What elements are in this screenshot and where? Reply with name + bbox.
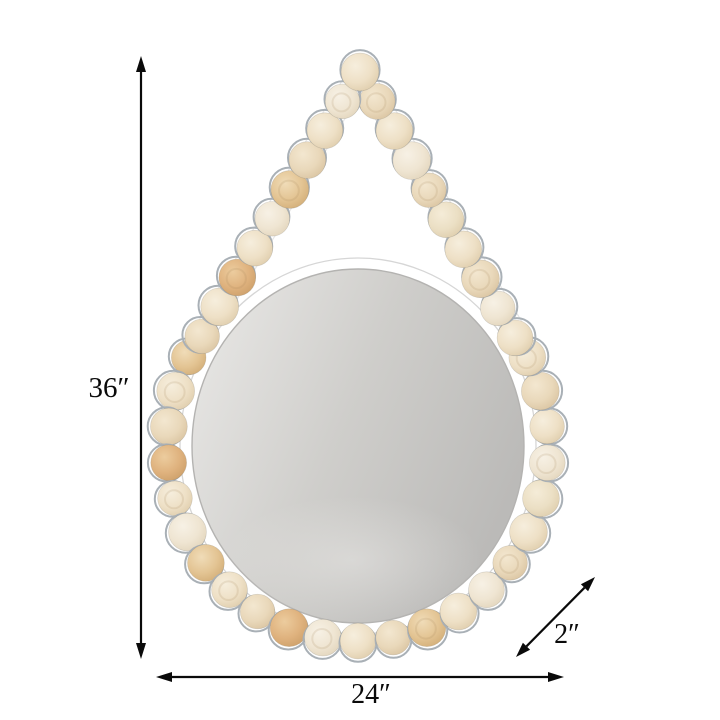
wood-bead <box>240 593 276 630</box>
bead-grain <box>365 92 387 113</box>
wood-bead <box>392 141 431 180</box>
arrow-upright-icon <box>580 577 595 592</box>
bead-grain <box>225 267 247 290</box>
wood-bead <box>306 112 344 149</box>
wood-bead <box>529 444 566 481</box>
wood-bead <box>184 318 220 354</box>
arrow-downleft-icon <box>516 642 531 657</box>
arrow-left-icon <box>156 672 172 682</box>
wood-bead <box>324 83 361 120</box>
height-dimension-label: 36″ <box>88 372 129 404</box>
wood-bead <box>150 444 187 481</box>
height-dimension-arrow <box>136 56 146 659</box>
depth-dimension-arrow <box>516 577 595 657</box>
wood-bead <box>270 170 310 209</box>
wood-bead <box>509 512 548 552</box>
wood-bead <box>150 407 188 446</box>
wood-bead <box>236 230 274 267</box>
wood-bead <box>521 371 560 411</box>
arrow-right-icon <box>548 672 564 682</box>
bead-grain <box>331 92 352 113</box>
bead-frame <box>146 49 570 663</box>
bead-grain <box>278 179 300 202</box>
wood-bead <box>157 480 193 516</box>
wood-bead <box>218 258 257 297</box>
wood-bead <box>340 52 380 92</box>
bead-grain <box>499 553 520 574</box>
wood-bead <box>444 230 482 269</box>
width-dimension-label: 24″ <box>351 679 391 710</box>
wood-bead <box>339 622 377 660</box>
mirror-glass-sheen <box>222 496 482 624</box>
wood-bead <box>461 259 500 298</box>
wood-bead <box>522 479 560 517</box>
wood-bead <box>254 201 290 237</box>
bead-grain <box>468 268 491 291</box>
arrow-down-icon <box>136 643 146 659</box>
wood-bead <box>427 201 465 238</box>
bead-grain <box>163 381 186 404</box>
bead-grain <box>417 181 438 202</box>
wood-bead <box>468 571 505 608</box>
bead-grain <box>164 489 184 510</box>
wood-bead <box>168 512 207 552</box>
wood-bead <box>200 287 239 327</box>
bead-grain <box>415 617 437 640</box>
wood-bead <box>375 619 411 656</box>
wood-bead <box>411 172 447 208</box>
wood-bead <box>480 290 516 327</box>
wood-bead <box>211 571 248 608</box>
wood-bead <box>496 319 534 357</box>
bead-grain <box>311 628 333 650</box>
wood-bead <box>529 408 565 445</box>
wood-bead <box>304 618 342 657</box>
bead-grain <box>536 453 557 475</box>
depth-dimension-label: 2″ <box>554 619 580 650</box>
width-dimension-arrow <box>156 672 564 682</box>
bead-grain <box>218 580 239 602</box>
wood-bead <box>439 592 478 631</box>
wood-bead <box>187 544 225 582</box>
wood-bead <box>288 141 327 179</box>
wood-bead <box>375 112 414 150</box>
arrow-up-icon <box>136 56 146 72</box>
wood-bead <box>492 545 528 581</box>
wood-bead <box>269 608 309 647</box>
wood-bead <box>156 371 195 411</box>
